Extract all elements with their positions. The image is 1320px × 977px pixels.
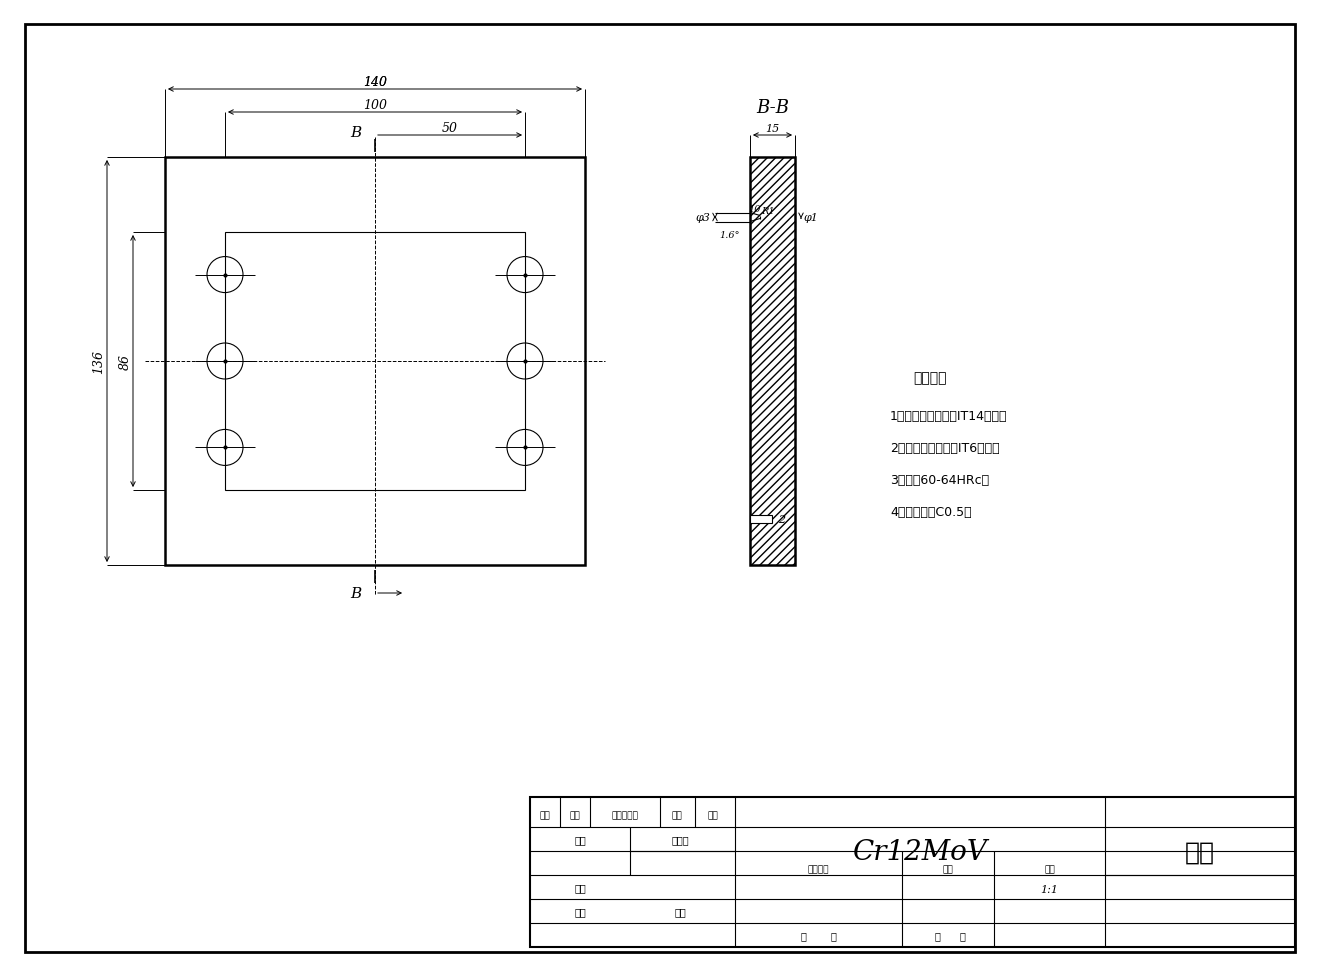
Text: 数量: 数量 xyxy=(942,865,953,873)
Bar xyxy=(531,797,1295,947)
Text: 型腔: 型腔 xyxy=(1185,840,1214,864)
Bar xyxy=(165,158,585,566)
Text: 50: 50 xyxy=(442,122,458,136)
Text: 图样标记: 图样标记 xyxy=(808,865,829,873)
Text: 1、未注尺寸公差按IT14执行；: 1、未注尺寸公差按IT14执行； xyxy=(890,409,1007,423)
Bar xyxy=(750,516,772,524)
Text: 设计: 设计 xyxy=(574,834,586,844)
Text: 审核: 审核 xyxy=(574,882,586,892)
Text: φ1: φ1 xyxy=(803,213,818,223)
Text: B-B: B-B xyxy=(756,99,789,117)
Text: 4、未注倒角C0.5；: 4、未注倒角C0.5； xyxy=(890,505,972,519)
Text: 86: 86 xyxy=(119,354,132,369)
Text: 工艺: 工艺 xyxy=(574,906,586,916)
Text: 标记: 标记 xyxy=(540,811,550,820)
Text: B: B xyxy=(350,586,360,601)
Text: 3、深灦60-64HRc；: 3、深灦60-64HRc； xyxy=(890,474,989,487)
Text: 10: 10 xyxy=(748,205,762,214)
Text: Cr12MoV: Cr12MoV xyxy=(853,838,987,866)
Text: 2、成型配位公差按IT6执行；: 2、成型配位公差按IT6执行； xyxy=(890,442,999,454)
Text: 比例: 比例 xyxy=(1044,865,1055,873)
Text: 共: 共 xyxy=(800,930,807,940)
Text: 签字: 签字 xyxy=(672,811,682,820)
Text: 技术要求: 技术要求 xyxy=(913,370,946,385)
Text: 第: 第 xyxy=(935,930,941,940)
Text: 140: 140 xyxy=(363,76,387,90)
Text: 更改文件号: 更改文件号 xyxy=(611,811,639,820)
Text: 标准化: 标准化 xyxy=(671,834,689,844)
Bar xyxy=(750,158,795,566)
Text: 1:1: 1:1 xyxy=(1040,884,1059,894)
Text: 140: 140 xyxy=(363,76,387,90)
Text: 1.6°: 1.6° xyxy=(719,232,741,240)
Text: 页: 页 xyxy=(960,930,966,940)
Text: 日期: 日期 xyxy=(675,906,686,916)
Text: 100: 100 xyxy=(363,100,387,112)
Text: 2: 2 xyxy=(777,515,785,525)
Text: 处数: 处数 xyxy=(570,811,581,820)
Text: φ3: φ3 xyxy=(696,213,710,223)
Text: R1: R1 xyxy=(762,207,775,216)
Text: 页: 页 xyxy=(830,930,836,940)
Text: 136: 136 xyxy=(92,350,106,373)
Text: 15: 15 xyxy=(766,124,780,134)
Bar xyxy=(224,233,525,490)
Text: B: B xyxy=(350,126,360,140)
Text: 日期: 日期 xyxy=(708,811,718,820)
